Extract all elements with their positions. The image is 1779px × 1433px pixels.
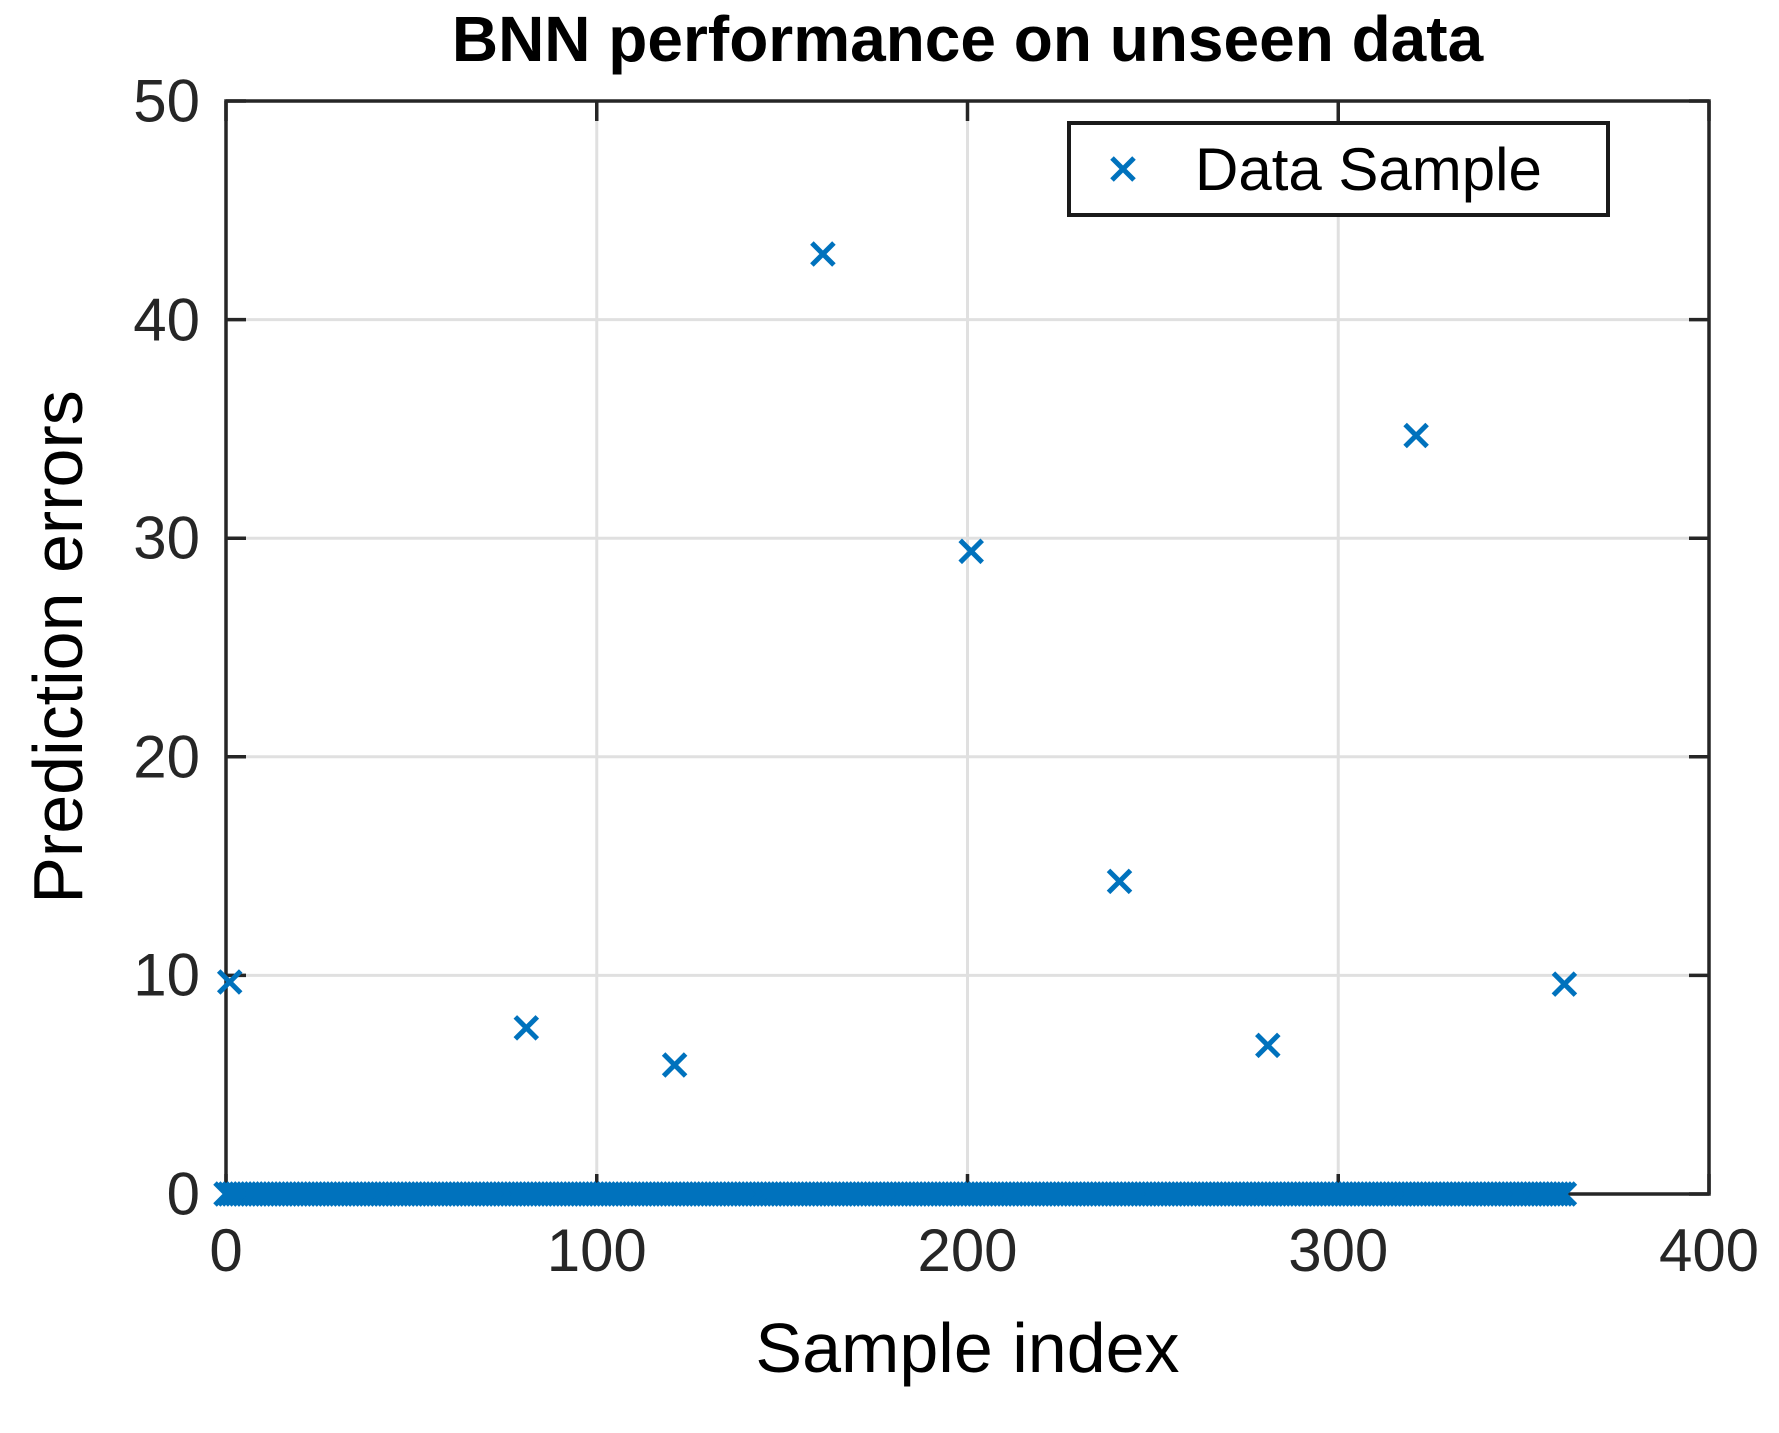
data-point-marker: [810, 241, 836, 267]
data-point-marker: [1547, 1181, 1574, 1207]
legend: Data Sample: [1067, 121, 1610, 217]
data-point-marker: [1544, 1181, 1570, 1207]
data-point-marker: [1540, 1181, 1567, 1207]
x-tick-label: 300: [1288, 1217, 1389, 1284]
x-tick-label: 0: [209, 1217, 243, 1284]
chart-title: BNN performance on unseen data: [451, 3, 1484, 75]
data-point-marker: [958, 538, 984, 565]
legend-x-marker-path: [1110, 156, 1136, 182]
y-tick-label: 50: [133, 67, 200, 135]
y-tick-label: 10: [133, 941, 200, 1009]
data-point-marker: [216, 969, 243, 995]
y-tick-label: 0: [166, 1160, 200, 1228]
x-axis-label: Sample index: [755, 1309, 1180, 1387]
x-tick-label: 100: [546, 1217, 647, 1284]
data-point-marker: [1551, 1181, 1578, 1207]
y-tick-label: 30: [133, 504, 200, 572]
x-tick-label: 400: [1658, 1217, 1760, 1284]
data-point-marker: [1106, 868, 1133, 895]
data-series: [213, 241, 1578, 1207]
grid-lines: [224, 99, 1711, 1196]
data-point-marker: [661, 1052, 688, 1078]
y-axis-label: Prediction errors: [19, 390, 97, 904]
data-point-marker: [1551, 971, 1578, 997]
legend-label: Data Sample: [1195, 135, 1542, 203]
data-point-marker: [1255, 1032, 1281, 1059]
data-point-marker: [1403, 422, 1429, 449]
data-point-marker: [513, 1015, 540, 1041]
legend-x-marker-icon: [1110, 156, 1136, 182]
y-tick-label: 20: [133, 723, 200, 791]
x-tick-label: 200: [917, 1217, 1018, 1284]
y-tick-label: 40: [133, 286, 200, 354]
